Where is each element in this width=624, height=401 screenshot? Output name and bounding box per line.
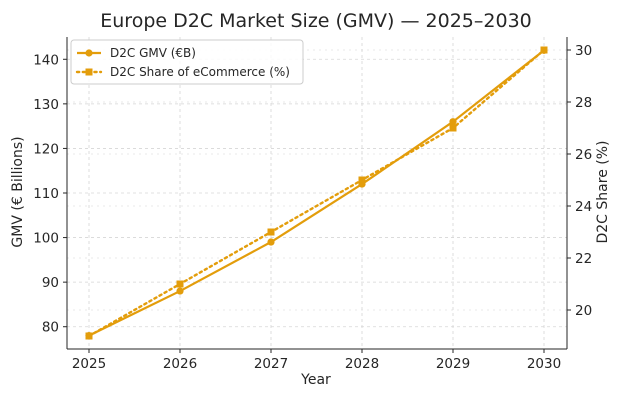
data-point-gmv <box>449 118 457 126</box>
data-point-gmv <box>176 287 184 295</box>
axes <box>63 37 571 353</box>
y-tick-label: 110 <box>33 186 59 202</box>
x-tick-label: 2027 <box>254 356 288 372</box>
legend-label-share: D2C Share of eCommerce (%) <box>110 65 290 79</box>
y-axis-label: GMV (€ Billions) <box>10 136 26 247</box>
y2-tick-label: 26 <box>575 147 592 163</box>
data-point-share <box>540 46 548 54</box>
y2-tick-label: 24 <box>575 199 592 215</box>
x-tick-label: 2025 <box>72 356 106 372</box>
legend-label-gmv: D2C GMV (€B) <box>110 46 196 60</box>
x-tick-label: 2026 <box>163 356 197 372</box>
series-line-share <box>87 48 546 338</box>
y2-tick-label: 28 <box>575 95 592 111</box>
tick-labels: 2025 2026 2027 2028 2029 20308090100110120130… <box>33 43 592 372</box>
y-tick-label: 130 <box>33 97 59 113</box>
data-point-share <box>85 332 93 340</box>
x-tick-label: 2030 <box>527 356 561 372</box>
y-tick-label: 90 <box>42 275 59 291</box>
grid-lines <box>67 37 567 349</box>
x-tick-label: 2028 <box>345 356 379 372</box>
y2-axis-label: D2C Share (%) <box>595 141 611 244</box>
data-point-gmv <box>267 238 275 246</box>
y-tick-label: 80 <box>42 320 59 336</box>
data-point-share <box>267 228 275 236</box>
series <box>85 46 548 340</box>
y2-tick-label: 30 <box>575 43 592 59</box>
x-axis-label: Year <box>300 372 331 388</box>
y-tick-label: 140 <box>33 52 59 68</box>
x-tick-label: 2029 <box>436 356 470 372</box>
legend-frame <box>70 39 304 85</box>
data-point-share <box>176 280 184 288</box>
y-tick-label: 120 <box>33 141 59 157</box>
legend-marker-gmv <box>85 49 93 57</box>
y2-tick-label: 20 <box>575 303 592 319</box>
legend-marker-share <box>85 68 93 76</box>
data-point-share <box>449 124 457 132</box>
legend: D2C GMV (€B) D2C Share of eCommerce (%) <box>70 39 304 85</box>
series-line-gmv <box>88 49 545 337</box>
data-point-share <box>358 176 366 184</box>
chart-title: Europe D2C Market Size (GMV) — 2025–2030 <box>100 10 532 32</box>
y-tick-label: 100 <box>33 231 59 247</box>
y2-tick-label: 22 <box>575 251 592 267</box>
